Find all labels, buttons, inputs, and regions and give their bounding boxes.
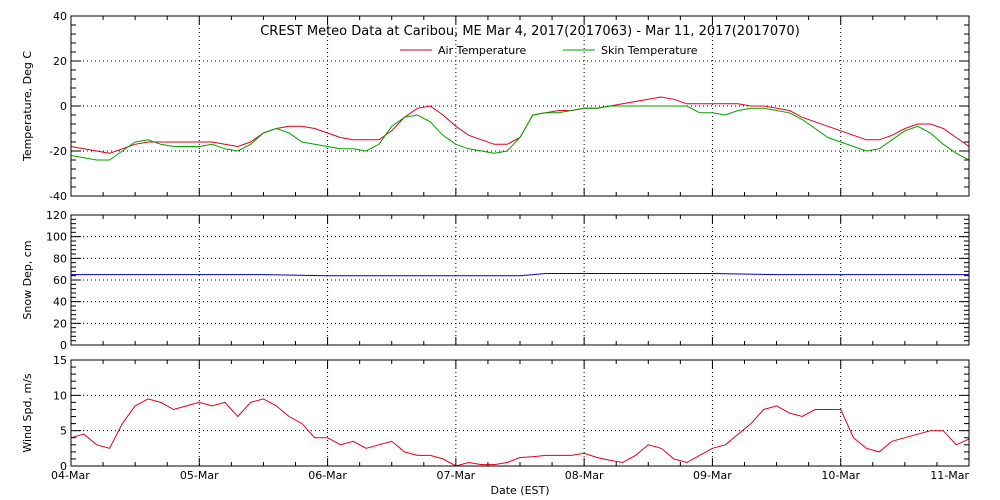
y-axis-label: Temperature, Deg C [21, 51, 34, 162]
y-tick-label: 15 [53, 354, 67, 367]
panel-2 [70, 214, 970, 346]
panel-1 [70, 15, 970, 197]
y-tick-label: 40 [53, 10, 67, 23]
x-tick-label: 04-Mar [51, 469, 90, 482]
y-tick-label: 20 [53, 317, 67, 330]
y-tick-label: 60 [53, 274, 67, 287]
series-line-1 [70, 398, 970, 467]
y-tick-label: 10 [53, 389, 67, 402]
y-tick-label: 120 [46, 209, 67, 222]
y-tick-label: -20 [49, 145, 67, 158]
y-tick-label: 0 [60, 339, 67, 352]
plot-frame [70, 359, 970, 467]
x-tick-label: 11-Mar [930, 469, 969, 482]
x-tick-label: 06-Mar [308, 469, 347, 482]
x-tick-label: 10-Mar [821, 469, 860, 482]
series-line-2 [70, 105, 970, 161]
x-tick-label: 07-Mar [436, 469, 475, 482]
y-axis-label: Snow Dep, cm [21, 240, 34, 319]
y-tick-label: 20 [53, 55, 67, 68]
chart-title: CREST Meteo Data at Caribou, ME Mar 4, 2… [260, 24, 800, 39]
y-tick-label: 5 [60, 425, 67, 438]
x-tick-label: 09-Mar [693, 469, 732, 482]
legend-label: Air Temperature [438, 44, 527, 57]
y-tick-label: 80 [53, 252, 67, 265]
series-line-1 [70, 96, 970, 154]
y-tick-label: 0 [60, 460, 67, 473]
plot-frame [70, 214, 970, 346]
x-tick-label: 08-Mar [565, 469, 604, 482]
y-tick-label: 40 [53, 296, 67, 309]
x-tick-label: 05-Mar [180, 469, 219, 482]
y-tick-label: 0 [60, 100, 67, 113]
legend-label: Skin Temperature [601, 44, 698, 57]
series-line-1 [71, 273, 969, 277]
y-tick-label: -40 [49, 190, 67, 203]
panel-3 [70, 359, 970, 467]
x-axis-label: Date (EST) [490, 484, 549, 497]
plot-frame [70, 15, 970, 197]
y-axis-label: Wind Spd, m/s [21, 373, 34, 453]
y-tick-label: 100 [46, 231, 67, 244]
